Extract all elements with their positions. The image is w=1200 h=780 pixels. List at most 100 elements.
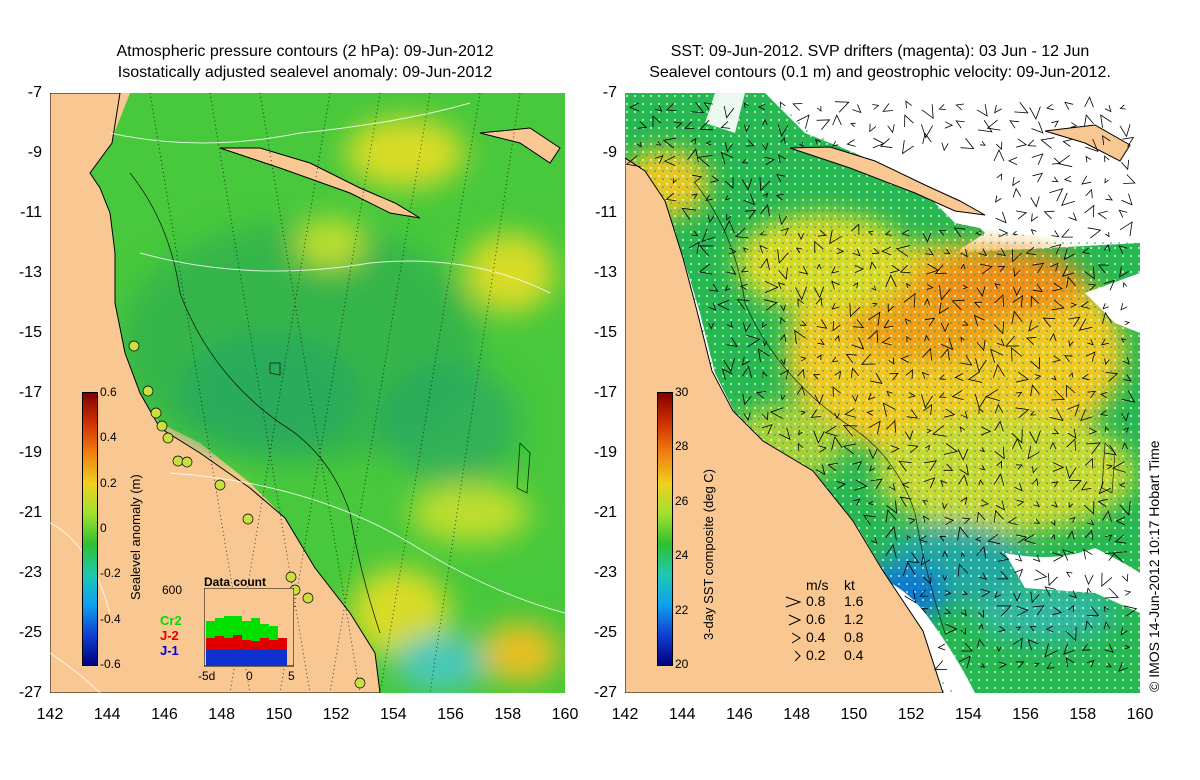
latitude-tick: -13 — [593, 264, 617, 281]
velocity-vector — [780, 394, 786, 401]
velocity-vector — [795, 286, 807, 301]
velocity-vector — [1085, 138, 1099, 152]
data-count-ymax: 600 — [162, 583, 183, 597]
velocity-vector — [1104, 644, 1114, 653]
velocity-vector — [832, 114, 842, 126]
velocity-vector — [1070, 302, 1077, 308]
velocity-vector — [867, 230, 874, 236]
velocity-vector — [812, 374, 820, 380]
velocity-vector — [944, 408, 956, 418]
velocity-vector — [994, 105, 1002, 114]
velocity-vector — [780, 304, 786, 312]
velocity-vector — [996, 460, 1003, 469]
velocity-vector — [1068, 212, 1077, 221]
velocity-vector — [862, 514, 876, 526]
velocity-vector — [681, 207, 697, 221]
velocity-vector — [1016, 605, 1029, 617]
velocity-vector — [1030, 196, 1040, 208]
velocity-vector — [1025, 336, 1037, 345]
velocity-vector — [1050, 534, 1056, 540]
velocity-vector — [831, 266, 839, 274]
velocity-vector — [1121, 442, 1129, 450]
velocity-vector — [1051, 299, 1065, 311]
velocity-vector — [851, 394, 859, 403]
velocity-vector — [832, 321, 841, 332]
latitude-tick: -19 — [593, 444, 617, 461]
geostrophic-velocity-vectors — [625, 96, 1138, 672]
velocity-vector — [939, 535, 947, 542]
velocity-vector — [888, 483, 896, 491]
velocity-vector — [977, 638, 985, 648]
velocity-vector — [1119, 124, 1131, 138]
velocity-legend-arrow — [791, 632, 801, 644]
velocity-vector — [1012, 230, 1018, 236]
velocity-vector — [906, 282, 911, 289]
velocity-vector — [887, 124, 895, 134]
velocity-vector — [885, 526, 897, 541]
velocity-vector — [906, 335, 912, 343]
velocity-vector — [866, 410, 874, 416]
velocity-vector — [997, 552, 1010, 562]
velocity-vector — [993, 149, 1005, 162]
velocity-vector — [1007, 516, 1018, 526]
velocity-vector — [780, 358, 786, 366]
velocity-vector — [1067, 404, 1080, 417]
velocity-vector — [1105, 372, 1119, 382]
velocity-vector — [1044, 643, 1058, 658]
sst-colorbar-label: 3-day SST composite (deg C) — [701, 469, 716, 640]
velocity-vector — [760, 204, 770, 217]
velocity-vector — [1051, 176, 1059, 183]
velocity-vector — [955, 103, 964, 111]
velocity-vector — [1123, 605, 1138, 617]
velocity-vector — [836, 481, 847, 489]
velocity-vector — [886, 390, 893, 397]
velocity-vector — [1048, 573, 1058, 587]
velocity-vector — [1084, 114, 1094, 127]
velocity-vector — [1084, 574, 1094, 586]
velocity-vector — [1064, 101, 1074, 110]
right-title-line1: SST: 09-Jun-2012. SVP drifters (magenta)… — [670, 43, 1090, 60]
velocity-vector — [1104, 358, 1110, 366]
velocity-vector — [973, 301, 983, 309]
velocity-vector — [1112, 461, 1126, 473]
velocity-vector — [688, 241, 700, 254]
velocity-vector — [1013, 267, 1021, 278]
velocity-vector — [1052, 282, 1063, 292]
velocity-vector — [1050, 520, 1056, 527]
velocity-vector — [1015, 371, 1030, 383]
velocity-vector — [1052, 552, 1064, 562]
velocity-vector — [761, 411, 769, 421]
longitude-tick: 160 — [551, 706, 579, 723]
velocity-vector — [1066, 276, 1076, 289]
velocity-vector — [957, 526, 969, 541]
velocity-vector — [779, 427, 791, 441]
velocity-vector — [867, 392, 876, 401]
velocity-vector — [834, 335, 840, 342]
velocity-vector — [1066, 438, 1076, 451]
velocity-vector — [740, 266, 749, 273]
velocity-vector — [816, 354, 822, 361]
velocity-vector — [741, 178, 753, 191]
velocity-vector — [958, 655, 971, 669]
sst-colorbar — [657, 392, 673, 666]
velocity-vector — [723, 358, 735, 373]
velocity-vector — [779, 369, 789, 380]
velocity-vector — [810, 409, 822, 418]
velocity-vector — [777, 282, 786, 290]
velocity-vector — [1063, 175, 1072, 183]
velocity-vector — [743, 124, 751, 133]
velocity-vector — [1122, 356, 1130, 365]
velocity-vector — [849, 302, 861, 318]
velocity-vector — [1012, 177, 1021, 187]
velocity-vector — [867, 500, 874, 506]
velocity-vector — [942, 574, 948, 581]
velocity-vector — [815, 297, 823, 306]
velocity-vector — [721, 368, 733, 381]
velocity-vector — [870, 478, 883, 490]
velocity-vector — [886, 419, 896, 433]
velocity-vector — [851, 337, 865, 350]
velocity-vector — [1029, 625, 1037, 632]
velocity-vector — [957, 563, 969, 577]
left-title-line1: Atmospheric pressure contours (2 hPa): 0… — [116, 43, 494, 60]
velocity-vector — [836, 247, 845, 255]
